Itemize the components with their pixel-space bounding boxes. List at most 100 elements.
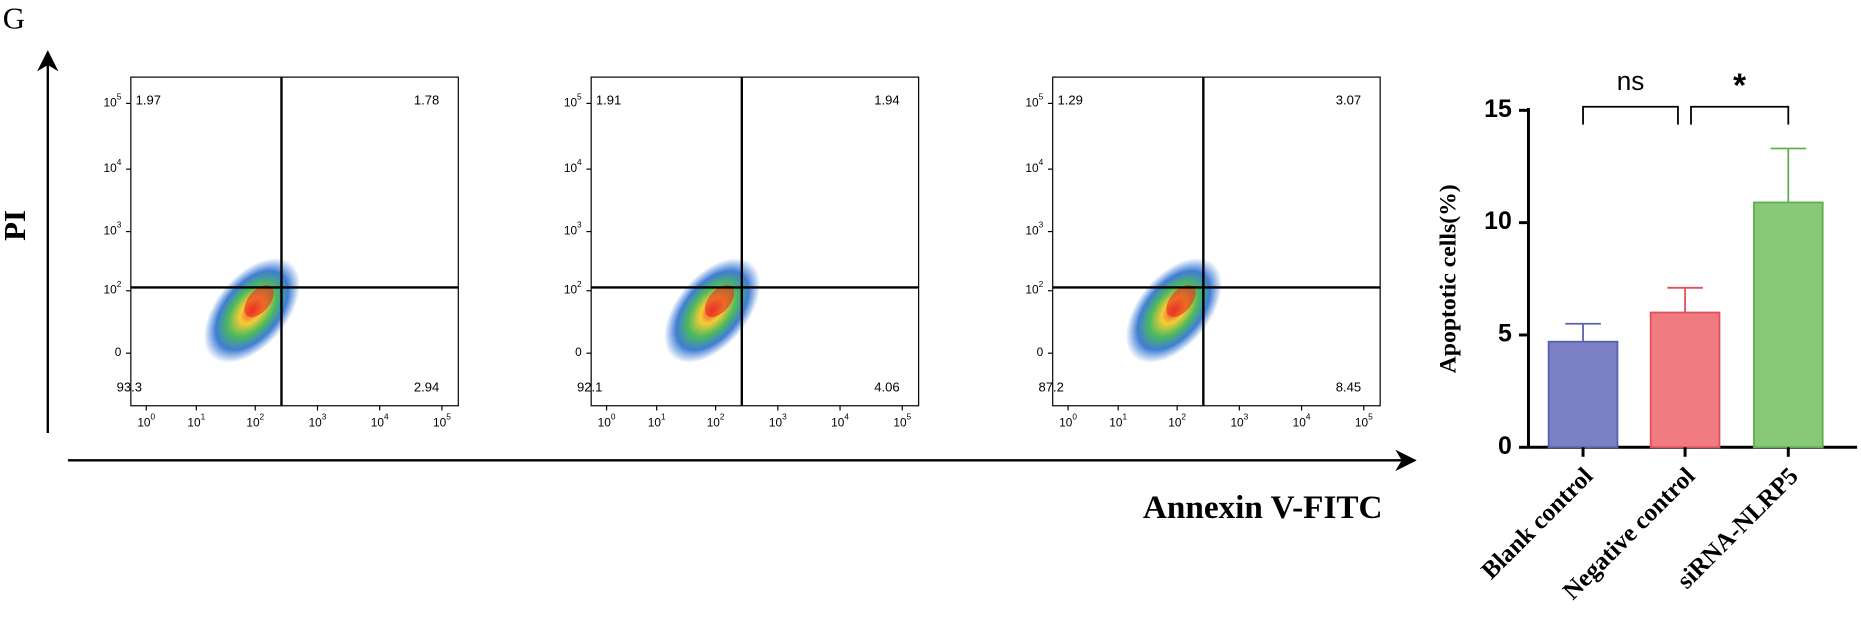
tick-label: 100 bbox=[598, 412, 616, 430]
significance-bracket bbox=[1582, 105, 1679, 125]
y-axis-label: PI bbox=[0, 210, 32, 241]
tick-exponent: 3 bbox=[577, 220, 582, 230]
tick-label: 104 bbox=[1293, 412, 1311, 430]
y-tick-label: 15 bbox=[1484, 95, 1512, 123]
tick-exponent: 3 bbox=[1244, 412, 1249, 422]
tick-exponent: 4 bbox=[844, 412, 849, 422]
tick-label: 0 bbox=[1037, 345, 1044, 359]
tick-label: 0 bbox=[115, 345, 122, 359]
tick-base: 10 bbox=[1355, 416, 1369, 430]
tick-exponent: 2 bbox=[720, 412, 725, 422]
tick-label: 105 bbox=[564, 92, 582, 110]
tick-label: 100 bbox=[137, 412, 155, 430]
tick-label: 101 bbox=[1109, 412, 1127, 430]
tick-base: 0 bbox=[1037, 345, 1044, 359]
tick-label: 101 bbox=[648, 412, 666, 430]
significance-label: * bbox=[1733, 68, 1746, 105]
tick-base: 10 bbox=[707, 416, 721, 430]
quadrant-percent: 1.29 bbox=[1057, 92, 1082, 107]
density-core bbox=[244, 284, 274, 318]
quadrant-percent: 1.91 bbox=[596, 92, 621, 107]
quadrant-percent: 1.97 bbox=[136, 92, 161, 107]
tick-exponent: 2 bbox=[577, 279, 582, 289]
tick-base: 10 bbox=[1059, 416, 1073, 430]
tick-label: 103 bbox=[1230, 412, 1248, 430]
density-core bbox=[704, 284, 735, 318]
tick-exponent: 4 bbox=[1306, 412, 1311, 422]
tick-label: 103 bbox=[104, 220, 122, 238]
tick-exponent: 5 bbox=[907, 412, 912, 422]
tick-base: 10 bbox=[564, 283, 578, 297]
significance-label: ns bbox=[1617, 66, 1645, 96]
tick-base: 10 bbox=[371, 416, 385, 430]
tick-exponent: 1 bbox=[201, 412, 206, 422]
tick-exponent: 3 bbox=[117, 220, 122, 230]
tick-exponent: 2 bbox=[1181, 412, 1186, 422]
y-tick-label: 5 bbox=[1498, 320, 1512, 348]
tick-exponent: 3 bbox=[1039, 220, 1044, 230]
tick-base: 10 bbox=[246, 416, 260, 430]
plot-frame bbox=[130, 76, 459, 407]
tick-exponent: 0 bbox=[151, 412, 156, 422]
tick-label: 103 bbox=[564, 220, 582, 238]
tick-exponent: 4 bbox=[117, 157, 122, 167]
tick-exponent: 4 bbox=[577, 157, 582, 167]
tick-label: 104 bbox=[1025, 157, 1043, 175]
tick-label: 105 bbox=[433, 412, 451, 430]
tick-exponent: 3 bbox=[322, 412, 327, 422]
tick-base: 10 bbox=[433, 416, 447, 430]
y-tick-label: 10 bbox=[1484, 207, 1512, 235]
bar bbox=[1649, 311, 1721, 449]
tick-exponent: 5 bbox=[1368, 412, 1373, 422]
tick-base: 10 bbox=[187, 416, 201, 430]
tick-base: 10 bbox=[564, 224, 578, 238]
tick-exponent: 0 bbox=[611, 412, 616, 422]
tick-exponent: 5 bbox=[577, 92, 582, 102]
tick-base: 10 bbox=[104, 283, 118, 297]
tick-base: 10 bbox=[137, 416, 151, 430]
tick-label: 0 bbox=[575, 345, 582, 359]
bar bbox=[1547, 340, 1619, 449]
tick-label: 102 bbox=[104, 279, 122, 297]
tick-label: 102 bbox=[1168, 412, 1186, 430]
tick-base: 10 bbox=[648, 416, 662, 430]
tick-base: 10 bbox=[1025, 224, 1039, 238]
tick-base: 10 bbox=[104, 96, 118, 110]
flow-plot: 1.29 3.07 87.2 8.45 bbox=[1038, 76, 1381, 411]
tick-label: 103 bbox=[1025, 220, 1043, 238]
quadrant-percent: 93.3 bbox=[117, 379, 142, 394]
tick-base: 10 bbox=[1025, 96, 1039, 110]
tick-label: 104 bbox=[831, 412, 849, 430]
tick-base: 10 bbox=[1230, 416, 1244, 430]
density-core bbox=[1166, 284, 1196, 318]
tick-base: 10 bbox=[769, 416, 783, 430]
tick-label: 103 bbox=[309, 412, 327, 430]
tick-label: 105 bbox=[1355, 412, 1373, 430]
plot-frame bbox=[1052, 76, 1381, 407]
tick-exponent: 4 bbox=[384, 412, 389, 422]
quadrant-percent: 4.06 bbox=[874, 379, 899, 394]
tick-base: 10 bbox=[1293, 416, 1307, 430]
flow-plot: 1.97 1.78 93.3 2.94 bbox=[117, 76, 459, 411]
quadrant-percent: 92.1 bbox=[577, 379, 602, 394]
tick-base: 10 bbox=[1168, 416, 1182, 430]
tick-exponent: 2 bbox=[1039, 279, 1044, 289]
tick-label: 104 bbox=[104, 157, 122, 175]
tick-exponent: 1 bbox=[661, 412, 666, 422]
tick-exponent: 4 bbox=[1039, 157, 1044, 167]
tick-exponent: 5 bbox=[1039, 92, 1044, 102]
tick-base: 10 bbox=[309, 416, 323, 430]
tick-exponent: 5 bbox=[446, 412, 451, 422]
significance-bracket bbox=[1690, 105, 1790, 125]
tick-label: 102 bbox=[707, 412, 725, 430]
tick-base: 0 bbox=[115, 345, 122, 359]
quadrant-percent: 1.94 bbox=[874, 92, 899, 107]
tick-base: 10 bbox=[893, 416, 907, 430]
tick-base: 10 bbox=[1025, 161, 1039, 175]
panel-label: G bbox=[3, 1, 25, 35]
tick-base: 10 bbox=[831, 416, 845, 430]
tick-base: 10 bbox=[1109, 416, 1123, 430]
quadrant-percent: 8.45 bbox=[1336, 379, 1361, 394]
